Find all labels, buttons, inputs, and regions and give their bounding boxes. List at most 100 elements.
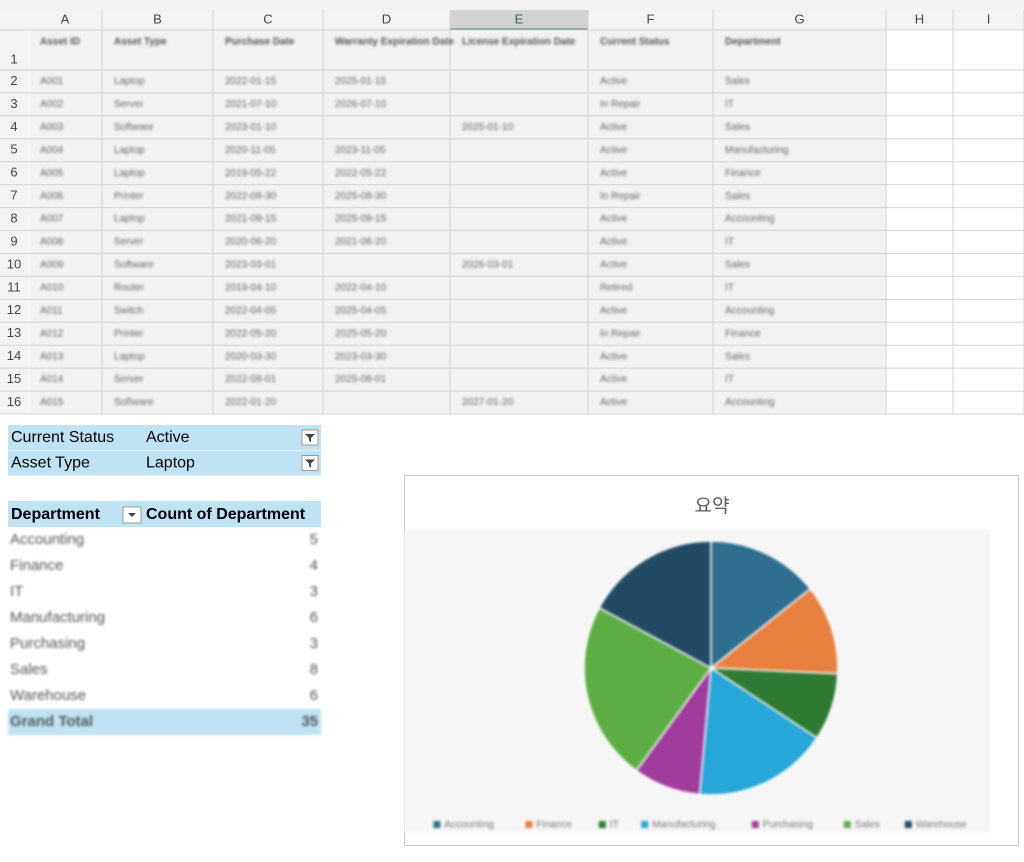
column-header: I — [987, 11, 991, 26]
cell: 2025-08-01 — [335, 374, 387, 385]
cell: Server — [114, 237, 144, 248]
cell: Active — [600, 168, 628, 179]
cell: Active — [600, 122, 628, 133]
row-header: 14 — [7, 348, 21, 363]
column-header: E — [515, 11, 524, 26]
cell: Accounting — [725, 214, 774, 225]
dropdown-arrow — [128, 513, 136, 517]
cell: Active — [600, 351, 628, 362]
cell: Active — [600, 397, 628, 408]
cell: In Repair — [600, 328, 641, 339]
pie-slice[interactable] — [598, 540, 712, 670]
cell: Software — [114, 260, 154, 271]
row-header-bar — [0, 30, 28, 414]
pivot-row-value: 6 — [310, 687, 318, 704]
cell: 2023-11-05 — [335, 145, 386, 156]
pie-slice[interactable] — [710, 540, 812, 670]
column-header: A — [61, 11, 70, 26]
filter-icon — [305, 459, 315, 468]
cell: Software — [114, 122, 154, 133]
legend-swatch — [598, 821, 606, 828]
cell: IT — [725, 374, 734, 385]
cell: 2025-04-05 — [335, 305, 387, 316]
pivot-row-value: 5 — [310, 531, 318, 548]
row-header: 2 — [10, 73, 17, 88]
selected-column-header — [450, 10, 588, 30]
legend-label: Finance — [536, 820, 572, 831]
legend-label: Sales — [855, 820, 880, 831]
header-cell: Asset ID — [40, 37, 80, 48]
cell: A004 — [40, 145, 64, 156]
legend-swatch — [433, 821, 441, 828]
legend-swatch — [751, 821, 759, 828]
filter-row — [8, 450, 321, 476]
legend: Accounting Finance IT Manufacturing Purchasi… — [433, 820, 967, 831]
cell: In Repair — [600, 99, 641, 110]
cell: In Repair — [600, 191, 641, 202]
legend-swatch — [525, 821, 533, 828]
cell: A010 — [40, 283, 64, 294]
cell: Laptop — [114, 351, 145, 362]
column-header: F — [647, 11, 655, 26]
pivot-total-value: 35 — [301, 713, 318, 730]
chart-title: 요약 — [695, 495, 730, 517]
cell: 2023-01-10 — [225, 122, 277, 133]
cell: A009 — [40, 260, 64, 271]
cell: 2020-11-05 — [225, 145, 276, 156]
cell: Finance — [725, 328, 761, 339]
cell: A007 — [40, 214, 64, 225]
cell: Printer — [114, 328, 144, 339]
row-header: 4 — [10, 119, 17, 134]
cell: A014 — [40, 374, 64, 385]
table-shading — [28, 30, 886, 414]
cell: 2025-08-30 — [335, 191, 387, 202]
cell: IT — [725, 99, 734, 110]
legend-swatch — [904, 821, 912, 828]
cell: 2021-07-10 — [225, 99, 277, 110]
cell: 2025-01-10 — [462, 122, 514, 133]
pivot-row-value: 3 — [310, 635, 318, 652]
row-header: 3 — [10, 96, 17, 111]
column-header: B — [153, 11, 162, 26]
pivot-row-label: Accounting — [10, 531, 84, 548]
row-header: 1 — [10, 51, 17, 66]
pie-slice[interactable] — [708, 587, 839, 675]
pivot-total-label: Grand Total — [10, 713, 93, 730]
cell: 2022-05-20 — [225, 328, 277, 339]
cell: 2022-05-22 — [335, 168, 387, 179]
row-header: 12 — [7, 302, 21, 317]
header-cell: Warranty Expiration Date — [335, 37, 455, 48]
cell: A003 — [40, 122, 64, 133]
cell: 2021-09-15 — [225, 214, 277, 225]
cell: Printer — [114, 191, 144, 202]
pie-slice[interactable] — [583, 606, 713, 772]
pie-slice[interactable] — [698, 666, 819, 796]
row-header: 10 — [7, 256, 21, 271]
cell: 2025-01-15 — [335, 76, 387, 87]
cell: Active — [600, 260, 628, 271]
cell: 2027-01-20 — [462, 397, 514, 408]
toolbar-edge — [0, 0, 1024, 10]
row-header: 9 — [10, 233, 17, 248]
cell: IT — [725, 237, 734, 248]
cell: Sales — [725, 260, 750, 271]
cell: Active — [600, 237, 628, 248]
cell: 2025-05-20 — [335, 328, 387, 339]
cell: A006 — [40, 191, 64, 202]
cell: A011 — [40, 305, 63, 316]
cell: 2021-06-20 — [335, 237, 387, 248]
cell: A002 — [40, 99, 64, 110]
row-header: 8 — [10, 211, 17, 226]
cell: Finance — [725, 168, 761, 179]
cell: A015 — [40, 397, 64, 408]
pivot-row-label: Sales — [10, 661, 48, 678]
column-header: C — [263, 11, 272, 26]
cell: Laptop — [114, 168, 145, 179]
pivot-row-value: 6 — [310, 609, 318, 626]
cell: 2022-08-30 — [225, 191, 277, 202]
pivot-row-label: Purchasing — [10, 635, 85, 652]
legend-label: Purchasing — [763, 820, 813, 831]
cell: Laptop — [114, 76, 145, 87]
